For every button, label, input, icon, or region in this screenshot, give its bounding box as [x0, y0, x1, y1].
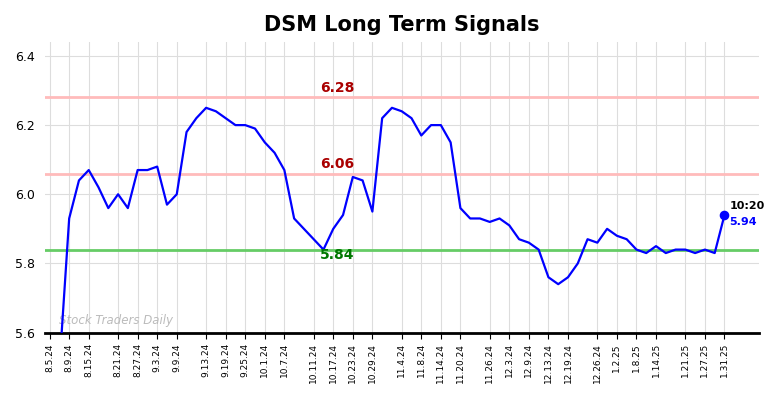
Point [718, 212, 731, 218]
Text: 5.94: 5.94 [729, 217, 757, 227]
Title: DSM Long Term Signals: DSM Long Term Signals [264, 15, 539, 35]
Text: 6.06: 6.06 [320, 157, 354, 171]
Text: 5.84: 5.84 [320, 248, 354, 262]
Text: 6.28: 6.28 [320, 81, 354, 95]
Text: Stock Traders Daily: Stock Traders Daily [60, 314, 173, 328]
Text: 10:20: 10:20 [729, 201, 764, 211]
